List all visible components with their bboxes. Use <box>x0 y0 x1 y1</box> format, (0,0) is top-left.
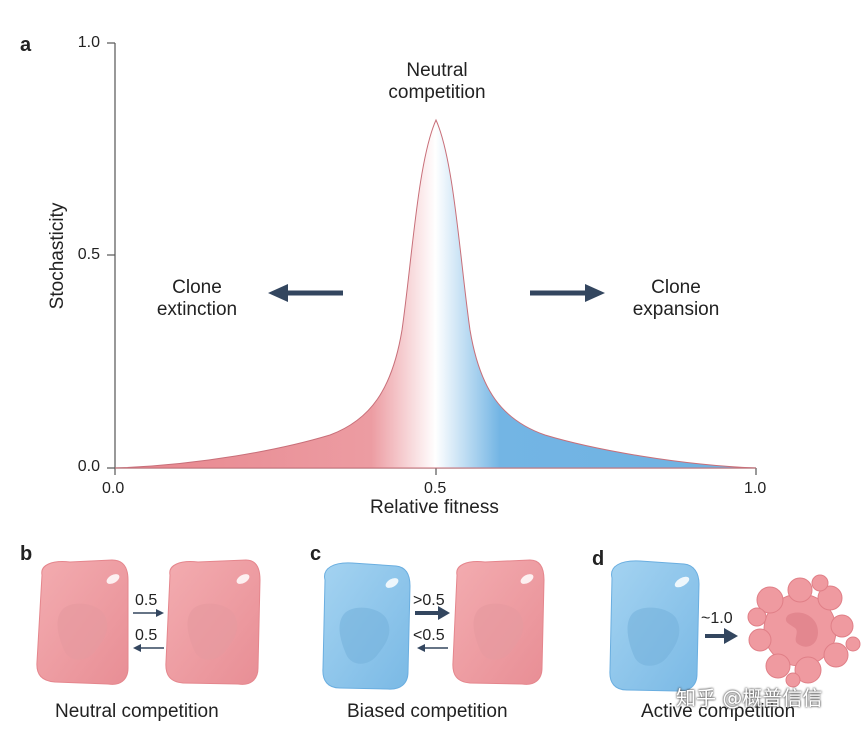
peak-label-line: Neutral <box>406 60 468 81</box>
peak-label: Neutral competition <box>370 60 504 104</box>
rate-d: ~1.0 <box>701 610 733 627</box>
y-axis <box>107 42 116 469</box>
x-axis <box>114 467 757 475</box>
expansion-label-line: Clone <box>651 277 701 298</box>
panel-letter-d: d <box>592 548 605 570</box>
cell-c-left-blue <box>322 562 411 690</box>
extinction-label-line: Clone <box>172 277 222 298</box>
x-tick-label: 0.5 <box>424 480 447 497</box>
watermark: 知乎 @概普信信 <box>676 686 823 710</box>
arrow-c-top <box>415 606 450 620</box>
expansion-arrow <box>530 284 605 302</box>
arrow-b-bottom <box>133 644 164 652</box>
panel-letter-b: b <box>20 543 33 565</box>
extinction-arrow <box>268 284 343 302</box>
cell-c-right-red <box>452 559 545 685</box>
expansion-label-line: expansion <box>632 299 720 320</box>
arrow-d <box>705 628 738 644</box>
dying-cell-d <box>747 574 861 688</box>
clone-extinction-label: Clone extinction <box>140 277 254 321</box>
rate-b-bottom: 0.5 <box>135 627 158 644</box>
rate-b-top: 0.5 <box>135 592 158 609</box>
extinction-label-line: extinction <box>156 299 238 320</box>
y-tick-label: 0.5 <box>77 246 100 263</box>
arrow-c-bottom <box>417 644 448 652</box>
cell-b-left <box>36 559 129 685</box>
y-axis-title: Stochasticity <box>47 202 68 310</box>
caption-b: Neutral competition <box>55 701 219 722</box>
caption-d: Active competition <box>641 701 796 722</box>
y-tick-label: 1.0 <box>77 34 100 51</box>
rate-c-top: >0.5 <box>413 592 445 609</box>
clone-expansion-label: Clone expansion <box>616 277 736 321</box>
panel-letter-c: c <box>310 543 322 565</box>
cell-b-right <box>165 559 261 685</box>
x-tick-label: 1.0 <box>744 480 767 497</box>
arrow-b-top <box>133 609 164 617</box>
rate-c-bottom: <0.5 <box>413 627 445 644</box>
x-axis-title: Relative fitness <box>370 497 499 518</box>
caption-c: Biased competition <box>347 701 508 722</box>
cell-d-blue <box>609 560 700 692</box>
y-tick-label: 0.0 <box>77 458 100 475</box>
panel-letter-a: a <box>20 34 32 56</box>
x-tick-label: 0.0 <box>102 480 125 497</box>
peak-label-line: competition <box>388 82 486 103</box>
stochasticity-curve <box>114 118 757 469</box>
